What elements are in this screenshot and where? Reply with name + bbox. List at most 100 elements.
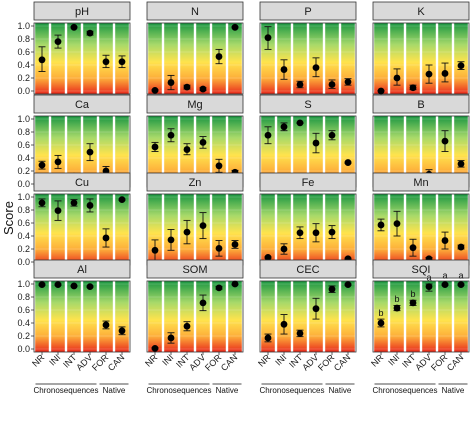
panel-title: Cu [75,177,89,189]
score-gradient-bar [35,194,49,265]
plot-background [260,23,356,94]
data-point-int [296,330,304,337]
x-tick-label-nr: NR [143,352,160,369]
panel-title: N [191,6,199,18]
score-gradient-bar [148,23,162,94]
score-gradient-bar [277,194,291,265]
data-point-ini [54,158,62,166]
score-gradient-bar [454,281,468,352]
score-gradient-bar [406,281,420,352]
y-tick-label: 1.0 [17,192,30,202]
panel-strip [372,259,470,279]
x-tick-label-for: FOR [316,352,337,373]
panel-title: SOM [182,264,207,276]
x-tick-label-ini: INI [273,352,288,367]
plot-background [147,194,243,265]
data-point-ini [167,79,175,86]
panel-title: B [417,99,424,111]
data-point-can [457,62,465,70]
score-gradient-bar [51,23,65,94]
score-gradient-bar [51,116,65,187]
score-gradient-bar [454,23,468,94]
panel-title: Ca [75,99,90,111]
data-point-int [183,322,191,330]
group-label-native: Native [329,386,352,395]
data-point-adv [425,283,433,290]
data-point-int [183,146,191,153]
x-tick-label-for: FOR [429,352,450,373]
panel-title: Al [77,264,87,276]
score-gradient-bar [438,194,452,265]
score-gradient-bar [454,116,468,187]
data-point-nr [377,221,385,229]
data-point-ini [393,74,401,82]
data-point-for [215,53,223,60]
panel-strip [146,1,244,21]
score-gradient-bar [341,281,355,352]
significance-letter: b [394,294,399,304]
panel-strip [372,1,470,21]
score-gradient-bar [293,23,307,94]
data-point-int [70,23,78,31]
score-gradient-bar [341,116,355,187]
significance-letter: a [426,273,431,283]
data-point-for [328,285,336,293]
panel-title: Fe [302,177,315,189]
panel-strip [146,94,244,114]
score-gradient-bar [67,281,81,352]
score-gradient-bar [422,194,436,265]
significance-letter: b [410,289,415,299]
y-tick-label: 0.2 [17,244,30,254]
panel-border [259,280,357,353]
data-point-ini [280,320,288,328]
panel-title: Mg [187,99,202,111]
data-point-for [441,137,449,145]
panel-border [146,22,244,95]
score-gradient-bar [67,23,81,94]
data-point-ini [54,281,62,289]
data-point-can [231,23,239,31]
data-point-for [441,281,449,289]
panel-border [146,280,244,353]
score-gradient-bar [99,281,113,352]
score-gradient-bar [374,281,388,352]
plot-background [147,281,243,352]
data-point-nr [151,344,159,352]
y-tick-label: 0.6 [17,305,30,315]
data-point-ini [280,66,288,73]
data-point-int [70,199,78,207]
score-gradient-bar [390,23,404,94]
score-gradient-bar [99,116,113,187]
panel-border [372,280,470,353]
data-point-can [457,160,465,168]
panel-border [259,22,357,95]
score-gradient-bar [212,281,226,352]
score-gradient-bar [164,281,178,352]
panel-zn: Zn [146,172,244,266]
y-tick-label: 0.8 [17,292,30,302]
data-point-int [296,229,304,237]
data-point-ini [393,304,401,312]
y-tick-label: 0.4 [17,153,30,163]
score-gradient-bar [374,116,388,187]
data-point-nr [264,131,272,139]
y-axis-title: Score [1,201,16,235]
score-gradient-bar [438,281,452,352]
data-point-adv [199,299,207,307]
data-point-int [409,244,417,252]
score-gradient-bar [212,116,226,187]
data-point-adv [425,70,433,78]
panel-title: K [417,6,425,18]
panel-title: P [304,6,311,18]
data-point-for [328,81,336,88]
data-point-adv [86,283,94,290]
x-tick-label-can: CAN [332,352,353,373]
y-tick-label: 0.6 [17,47,30,57]
data-point-ini [167,131,175,139]
data-point-nr [151,86,159,94]
x-tick-label-can: CAN [445,352,466,373]
data-point-for [102,321,110,329]
